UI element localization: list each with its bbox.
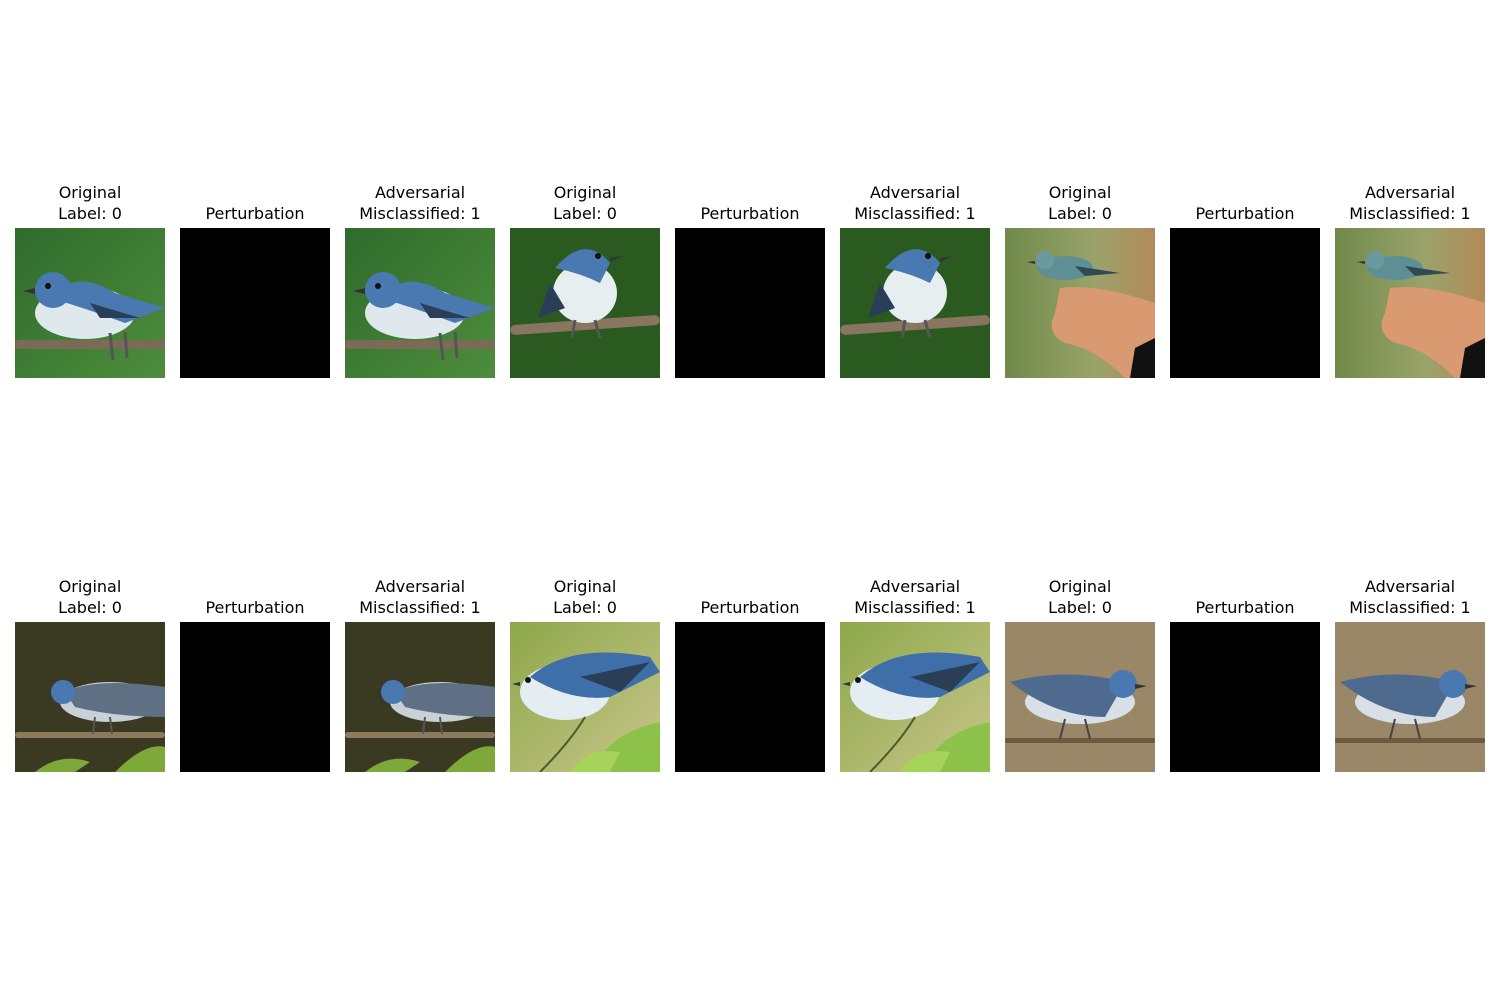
original-panel: Original Label: 0: [1005, 172, 1155, 382]
bird-photo-green-bg: [15, 228, 165, 378]
figure-row-1: Original Label: 0: [0, 172, 1500, 382]
original-panel: Original Label: 0: [1005, 566, 1155, 776]
title-line: Misclassified: 1: [325, 597, 515, 618]
bird-photo-on-hand: [1005, 228, 1155, 378]
adversarial-panel: Adversarial Misclassified: 1: [1335, 172, 1485, 382]
title-line: Adversarial: [325, 182, 515, 203]
title-line: Label: 0: [0, 203, 185, 224]
bird-photo-green-bg: [345, 228, 495, 378]
perturbation-panel: Perturbation: [675, 566, 825, 776]
original-panel: Original Label: 0: [15, 172, 165, 382]
panel-title: Adversarial Misclassified: 1: [325, 566, 515, 618]
title-line: Label: 0: [490, 597, 680, 618]
bird-photo-dark-bg: [345, 622, 495, 772]
title-line: Misclassified: 1: [1315, 597, 1500, 618]
adversarial-panel: Adversarial Misclassified: 1: [345, 172, 495, 382]
bird-photo-dark-green-bg: [840, 228, 990, 378]
title-line: Original: [0, 576, 185, 597]
title-line: Adversarial: [325, 576, 515, 597]
bird-image: [840, 622, 990, 772]
title-line: Original: [490, 182, 680, 203]
title-line: Adversarial: [820, 182, 1010, 203]
title-line: Adversarial: [820, 576, 1010, 597]
bird-photo-leafy-bg: [840, 622, 990, 772]
perturbation-map: [675, 622, 825, 772]
panel-title: Original Label: 0: [985, 566, 1175, 618]
bird-photo-dark-bg: [15, 622, 165, 772]
figure-row-2: Original Label: 0 Perturbatio: [0, 566, 1500, 776]
panel-title: Original Label: 0: [490, 566, 680, 618]
bird-image: [15, 228, 165, 378]
title-line: Misclassified: 1: [1315, 203, 1500, 224]
panel-title: Adversarial Misclassified: 1: [820, 172, 1010, 224]
title-line: Perturbation: [655, 203, 845, 224]
title-line: Misclassified: 1: [820, 203, 1010, 224]
perturbation-map: [1170, 228, 1320, 378]
original-panel: Original Label: 0: [510, 566, 660, 776]
title-line: Perturbation: [1150, 203, 1340, 224]
perturbation-panel: Perturbation: [180, 566, 330, 776]
bird-image: [1005, 228, 1155, 378]
bird-image: [840, 228, 990, 378]
title-line: Misclassified: 1: [325, 203, 515, 224]
bird-image: [1335, 228, 1485, 378]
perturbation-panel: Perturbation: [1170, 172, 1320, 382]
panel-title: Original Label: 0: [0, 172, 185, 224]
panel-title: Perturbation: [160, 566, 350, 618]
panel-title: Original Label: 0: [490, 172, 680, 224]
perturbation-map: [180, 622, 330, 772]
title-line: Label: 0: [985, 203, 1175, 224]
title-line: Adversarial: [1315, 182, 1500, 203]
bird-photo-tan-bg: [1005, 622, 1155, 772]
perturbation-map: [1170, 622, 1320, 772]
original-panel: Original Label: 0: [15, 566, 165, 776]
title-line: Perturbation: [160, 203, 350, 224]
title-line: Original: [0, 182, 185, 203]
panel-title: Perturbation: [655, 172, 845, 224]
panel-title: Adversarial Misclassified: 1: [1315, 566, 1500, 618]
title-line: Original: [985, 182, 1175, 203]
title-line: Label: 0: [490, 203, 680, 224]
bird-photo-leafy-bg: [510, 622, 660, 772]
bird-photo-on-hand: [1335, 228, 1485, 378]
title-line: Perturbation: [1150, 597, 1340, 618]
panel-title: Adversarial Misclassified: 1: [1315, 172, 1500, 224]
title-line: Label: 0: [0, 597, 185, 618]
bird-image: [345, 622, 495, 772]
bird-image: [1335, 622, 1485, 772]
adversarial-panel: Adversarial Misclassified: 1: [1335, 566, 1485, 776]
adversarial-panel: Adversarial Misclassified: 1: [345, 566, 495, 776]
title-line: Misclassified: 1: [820, 597, 1010, 618]
perturbation-panel: Perturbation: [675, 172, 825, 382]
panel-title: Original Label: 0: [0, 566, 185, 618]
panel-title: Adversarial Misclassified: 1: [820, 566, 1010, 618]
panel-title: Original Label: 0: [985, 172, 1175, 224]
title-line: Original: [490, 576, 680, 597]
title-line: Label: 0: [985, 597, 1175, 618]
title-line: Adversarial: [1315, 576, 1500, 597]
adversarial-panel: Adversarial Misclassified: 1: [840, 566, 990, 776]
title-line: Perturbation: [655, 597, 845, 618]
bird-photo-dark-green-bg: [510, 228, 660, 378]
perturbation-panel: Perturbation: [180, 172, 330, 382]
panel-title: Perturbation: [1150, 566, 1340, 618]
bird-image: [510, 622, 660, 772]
panel-title: Perturbation: [655, 566, 845, 618]
bird-image: [1005, 622, 1155, 772]
title-line: Perturbation: [160, 597, 350, 618]
perturbation-panel: Perturbation: [1170, 566, 1320, 776]
bird-image: [15, 622, 165, 772]
perturbation-map: [675, 228, 825, 378]
bird-image: [345, 228, 495, 378]
panel-title: Adversarial Misclassified: 1: [325, 172, 515, 224]
panel-title: Perturbation: [160, 172, 350, 224]
adversarial-panel: Adversarial Misclassified: 1: [840, 172, 990, 382]
perturbation-map: [180, 228, 330, 378]
title-line: Original: [985, 576, 1175, 597]
original-panel: Original Label: 0: [510, 172, 660, 382]
bird-photo-tan-bg: [1335, 622, 1485, 772]
panel-title: Perturbation: [1150, 172, 1340, 224]
bird-image: [510, 228, 660, 378]
